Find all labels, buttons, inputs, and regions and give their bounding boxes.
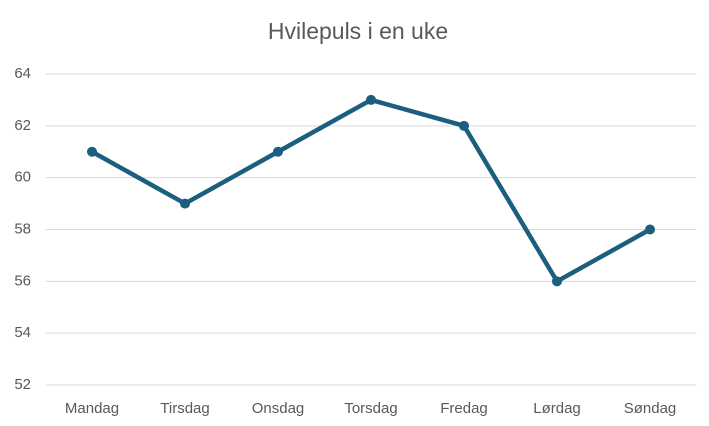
point: [180, 198, 190, 209]
x-tick-label: Søndag: [624, 400, 677, 417]
y-tick-label: 56: [14, 272, 31, 289]
point: [366, 94, 376, 105]
point: [273, 146, 283, 157]
y-tick-label: 58: [14, 220, 31, 237]
y-tick-label: 64: [14, 65, 31, 82]
point: [552, 276, 562, 287]
point: [459, 120, 469, 131]
y-tick-label: 62: [14, 117, 31, 134]
point: [87, 146, 97, 157]
y-tick-label: 54: [14, 324, 31, 341]
x-tick-label: Torsdag: [344, 400, 397, 417]
x-tick-label: Tirsdag: [160, 400, 209, 417]
chart-title: Hvilepuls i en uke: [268, 18, 448, 44]
x-tick-label: Onsdag: [252, 400, 305, 417]
x-tick-label: Lørdag: [533, 400, 581, 417]
y-tick-label: 60: [14, 169, 31, 186]
point: [645, 224, 655, 235]
y-tick-label: 52: [14, 376, 31, 393]
x-tick-label: Fredag: [440, 400, 488, 417]
x-tick-label: Mandag: [65, 400, 119, 417]
